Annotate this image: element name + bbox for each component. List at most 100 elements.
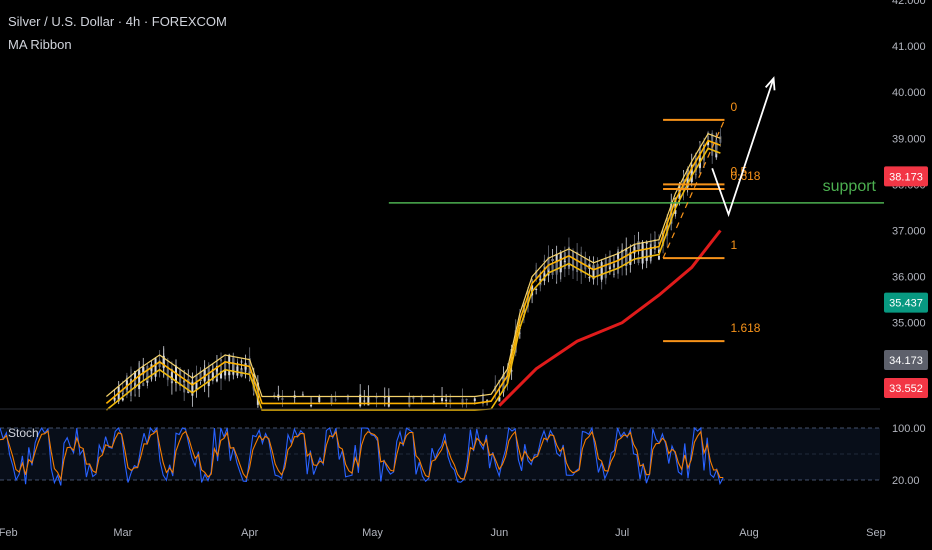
candle-body <box>465 398 468 401</box>
candle-body <box>334 399 337 401</box>
fib-level-label: 1 <box>730 238 737 252</box>
candle-body <box>367 396 370 406</box>
candle-body <box>694 157 697 173</box>
candle-body <box>154 358 157 377</box>
candle-body <box>473 398 476 402</box>
candle-body <box>588 277 591 279</box>
candle-body <box>183 383 186 388</box>
candle-body <box>195 382 198 390</box>
fib-level-label: 0 <box>730 100 737 114</box>
x-tick-label: Apr <box>241 527 258 539</box>
candle-body <box>633 247 636 254</box>
candle-body <box>441 398 444 401</box>
candle-body <box>711 133 714 156</box>
candle-body <box>224 370 227 376</box>
candle-body <box>645 255 648 261</box>
x-tick-label: Mar <box>113 527 132 539</box>
candle-body <box>134 379 137 383</box>
y-tick-label: 39.000 <box>892 133 926 145</box>
y-tick-label: 40.000 <box>892 87 926 99</box>
candle-body <box>170 372 173 380</box>
price-badge-value: 35.437 <box>889 298 923 310</box>
stoch-level-label: 100.00 <box>892 423 926 435</box>
candle-body <box>375 397 378 399</box>
candle-body <box>461 398 464 405</box>
candle-body <box>146 365 149 381</box>
price-badges: 38.173 35.437 34.173 33.552 <box>884 166 928 398</box>
indicator-label-stoch[interactable]: Stoch <box>8 426 39 440</box>
candle-body <box>207 368 210 374</box>
x-tick-label: Feb <box>0 527 18 539</box>
price-badge-value: 38.173 <box>889 171 923 183</box>
candle-body <box>592 264 595 266</box>
candle-body <box>719 136 722 143</box>
fib-trend-line <box>662 119 726 259</box>
x-tick-label: Sep <box>866 527 886 539</box>
candle-body <box>449 399 452 402</box>
price-badge-value: 33.552 <box>889 383 923 395</box>
candle-body <box>617 252 620 259</box>
candle-body <box>408 396 411 407</box>
arrow-head-icon <box>764 76 776 91</box>
candle-body <box>142 382 145 386</box>
candle-body <box>113 397 116 401</box>
candle-body <box>576 268 579 273</box>
candle-body <box>121 398 124 401</box>
candle-body <box>179 378 182 385</box>
candle-body <box>346 395 349 400</box>
stoch-panel[interactable]: 100.00 20.00 <box>0 423 926 487</box>
price-badge <box>884 292 928 313</box>
candle-body <box>220 359 223 362</box>
stoch-k-line <box>0 426 724 486</box>
y-tick-label: 36.000 <box>892 272 926 284</box>
candle-body <box>531 285 534 290</box>
support-label: support <box>823 178 877 195</box>
candle-body <box>215 366 218 372</box>
candle-body <box>191 382 194 396</box>
candle-body <box>281 397 284 400</box>
chart-title[interactable]: Silver / U.S. Dollar · 4h · FOREXCOM <box>8 14 227 29</box>
candle-body <box>596 269 599 275</box>
candle-body <box>662 239 665 241</box>
indicator-label-ma-ribbon[interactable]: MA Ribbon <box>8 37 72 52</box>
candle-body <box>207 379 210 387</box>
x-tick-label: May <box>362 527 383 539</box>
ma-long-line <box>498 229 722 407</box>
candle-body <box>195 374 198 382</box>
candle-body <box>715 139 718 151</box>
candle-body <box>301 394 304 396</box>
candle-body <box>535 270 538 278</box>
candle-body <box>481 393 484 405</box>
candle-body <box>657 256 660 260</box>
candle-body <box>657 241 660 245</box>
ma-ribbon-mid-line <box>106 132 721 398</box>
x-tick-label: Jul <box>615 527 629 539</box>
stoch-d-line <box>0 429 724 482</box>
candle-body <box>387 395 390 407</box>
candle-body <box>363 400 366 402</box>
candle-body <box>445 399 448 402</box>
candle-body <box>224 361 227 373</box>
candle-body <box>310 404 313 407</box>
candle-body <box>240 369 243 373</box>
candle-body <box>121 389 124 395</box>
candle-body <box>612 262 615 264</box>
candle-body <box>510 370 513 372</box>
candle-body <box>228 354 231 365</box>
candle-body <box>236 366 239 376</box>
candle-body <box>539 279 542 281</box>
candle-body <box>203 370 206 380</box>
candle-body <box>273 394 276 397</box>
candle-body <box>228 373 231 375</box>
candle-body <box>232 356 235 362</box>
projection-arrow[interactable] <box>711 78 775 218</box>
candle-body <box>629 255 632 265</box>
candle-body <box>608 257 611 267</box>
fib-level-label: 0.618 <box>730 169 760 183</box>
y-tick-label: 41.000 <box>892 41 926 53</box>
candle-body <box>535 288 538 290</box>
y-tick-label: 42.000 <box>892 0 926 7</box>
candle-body <box>563 252 566 258</box>
